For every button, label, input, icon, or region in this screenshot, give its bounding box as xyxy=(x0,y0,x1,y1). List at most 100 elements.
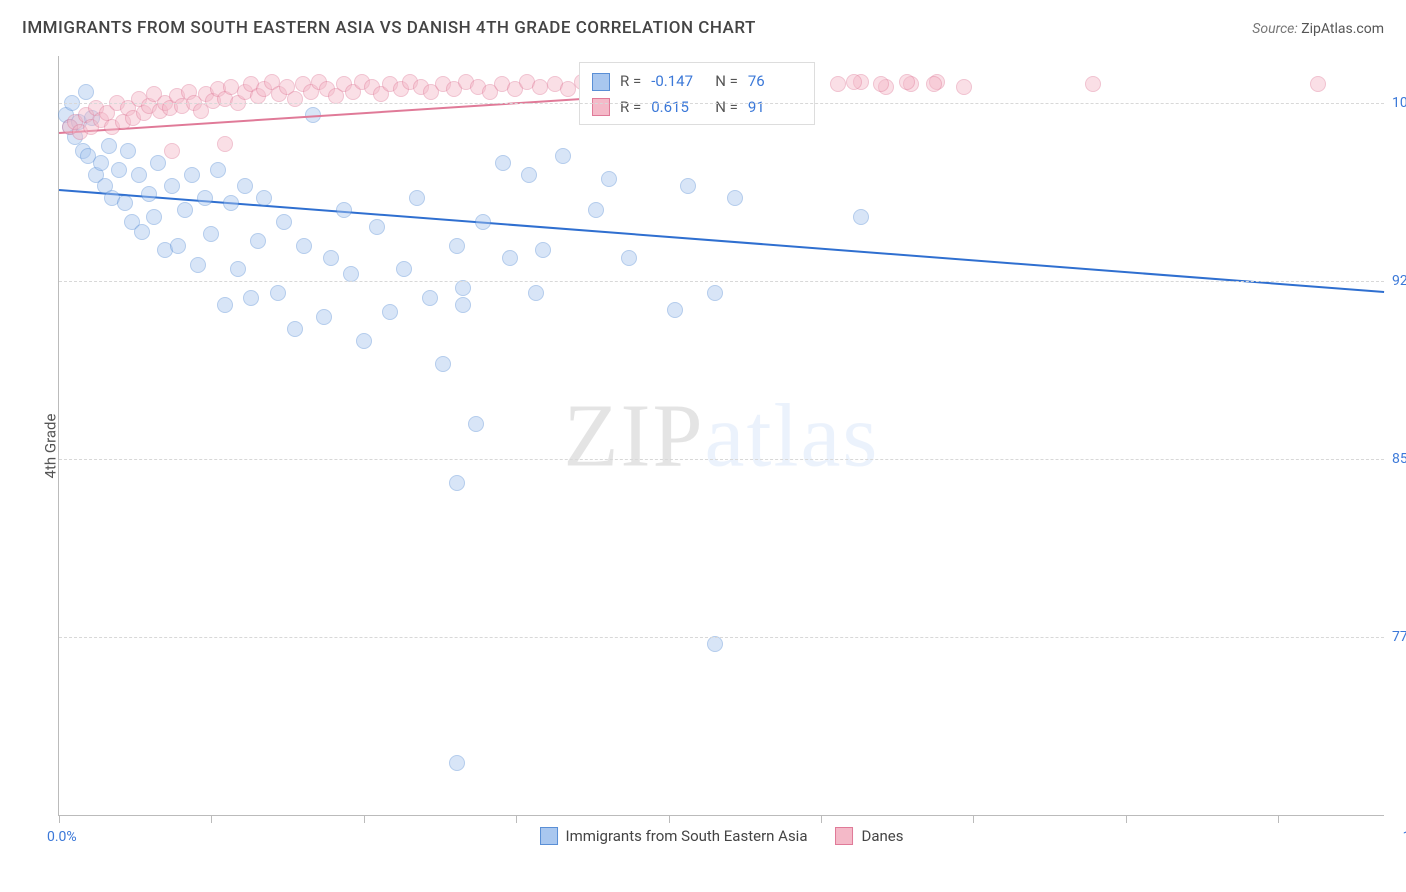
n-value-immigrants: 76 xyxy=(748,69,802,95)
x-tick xyxy=(1126,815,1127,823)
data-point-immigrants xyxy=(101,138,117,154)
data-point-immigrants xyxy=(230,261,246,277)
data-point-immigrants xyxy=(146,209,162,225)
x-tick xyxy=(516,815,517,823)
data-point-immigrants xyxy=(449,475,465,491)
x-axis-max-label: 100.0% xyxy=(1403,829,1406,845)
data-point-immigrants xyxy=(449,238,465,254)
data-point-immigrants xyxy=(343,266,359,282)
data-point-immigrants xyxy=(203,226,219,242)
x-tick xyxy=(973,815,974,823)
data-point-immigrants xyxy=(555,148,571,164)
legend-row-danes: R = 0.615 N = 91 xyxy=(592,95,802,121)
legend-row-immigrants: R = -0.147 N = 76 xyxy=(592,69,802,95)
swatch-danes xyxy=(592,98,610,116)
data-point-danes xyxy=(926,76,942,92)
data-point-danes xyxy=(560,81,576,97)
data-point-immigrants xyxy=(316,309,332,325)
data-point-immigrants xyxy=(422,290,438,306)
data-point-immigrants xyxy=(78,84,94,100)
data-point-immigrants xyxy=(243,290,259,306)
data-point-immigrants xyxy=(382,304,398,320)
data-point-immigrants xyxy=(449,755,465,771)
data-point-immigrants xyxy=(111,162,127,178)
y-tick-label: 85.0% xyxy=(1392,451,1406,467)
legend-label-immigrants: Immigrants from South Eastern Asia xyxy=(566,827,808,845)
data-point-immigrants xyxy=(120,143,136,159)
source-attribution: Source: ZipAtlas.com xyxy=(1252,21,1384,37)
data-point-immigrants xyxy=(336,202,352,218)
source-label: Source: xyxy=(1252,21,1297,37)
data-point-immigrants xyxy=(455,280,471,296)
data-point-immigrants xyxy=(190,257,206,273)
n-label: N = xyxy=(715,95,738,121)
data-point-immigrants xyxy=(117,195,133,211)
scatter-plot xyxy=(59,56,1384,815)
legend-swatch-immigrants xyxy=(540,827,558,845)
legend-item-danes: Danes xyxy=(836,827,904,845)
data-point-immigrants xyxy=(853,209,869,225)
x-tick xyxy=(821,815,822,823)
source-value: ZipAtlas.com xyxy=(1301,21,1384,37)
data-point-danes xyxy=(830,76,846,92)
chart-title: IMMIGRANTS FROM SOUTH EASTERN ASIA VS DA… xyxy=(22,18,756,38)
data-point-immigrants xyxy=(475,214,491,230)
x-tick xyxy=(669,815,670,823)
legend-swatch-danes xyxy=(836,827,854,845)
data-point-immigrants xyxy=(131,167,147,183)
x-tick xyxy=(211,815,212,823)
data-point-immigrants xyxy=(707,285,723,301)
grid-line xyxy=(59,459,1384,460)
data-point-immigrants xyxy=(495,155,511,171)
data-point-danes xyxy=(164,143,180,159)
grid-line xyxy=(59,281,1384,282)
data-point-immigrants xyxy=(409,190,425,206)
data-point-immigrants xyxy=(435,356,451,372)
data-point-immigrants xyxy=(150,155,166,171)
data-point-immigrants xyxy=(601,171,617,187)
data-point-immigrants xyxy=(223,195,239,211)
data-point-immigrants xyxy=(197,190,213,206)
data-point-immigrants xyxy=(164,178,180,194)
data-point-immigrants xyxy=(250,233,266,249)
grid-line xyxy=(59,103,1384,104)
data-point-immigrants xyxy=(237,178,253,194)
correlation-legend: R = -0.147 N = 76 R = 0.615 N = 91 xyxy=(579,62,815,125)
data-point-immigrants xyxy=(296,238,312,254)
data-point-immigrants xyxy=(588,202,604,218)
data-point-immigrants xyxy=(528,285,544,301)
data-point-immigrants xyxy=(134,224,150,240)
r-label: R = xyxy=(620,69,641,95)
data-point-immigrants xyxy=(256,190,272,206)
data-point-immigrants xyxy=(521,167,537,183)
x-tick xyxy=(364,815,365,823)
data-point-immigrants xyxy=(210,162,226,178)
x-axis-min-label: 0.0% xyxy=(47,829,77,845)
data-point-danes xyxy=(846,74,862,90)
r-value-immigrants: -0.147 xyxy=(651,69,705,95)
legend-label-danes: Danes xyxy=(862,827,904,845)
legend-item-immigrants: Immigrants from South Eastern Asia xyxy=(540,827,808,845)
data-point-immigrants xyxy=(468,416,484,432)
data-point-immigrants xyxy=(170,238,186,254)
data-point-immigrants xyxy=(707,636,723,652)
r-value-danes: 0.615 xyxy=(651,95,705,121)
data-point-immigrants xyxy=(93,155,109,171)
data-point-immigrants xyxy=(727,190,743,206)
swatch-immigrants xyxy=(592,73,610,91)
data-point-danes xyxy=(1085,76,1101,92)
y-tick-label: 92.5% xyxy=(1392,273,1406,289)
data-point-immigrants xyxy=(217,297,233,313)
chart-header: IMMIGRANTS FROM SOUTH EASTERN ASIA VS DA… xyxy=(0,0,1406,48)
data-point-immigrants xyxy=(535,242,551,258)
data-point-immigrants xyxy=(502,250,518,266)
data-point-danes xyxy=(1310,76,1326,92)
data-point-immigrants xyxy=(177,202,193,218)
data-point-immigrants xyxy=(356,333,372,349)
data-point-immigrants xyxy=(141,186,157,202)
data-point-danes xyxy=(899,74,915,90)
data-point-danes xyxy=(873,76,889,92)
y-tick-label: 100.0% xyxy=(1392,95,1406,111)
data-point-danes xyxy=(956,79,972,95)
data-point-immigrants xyxy=(667,302,683,318)
